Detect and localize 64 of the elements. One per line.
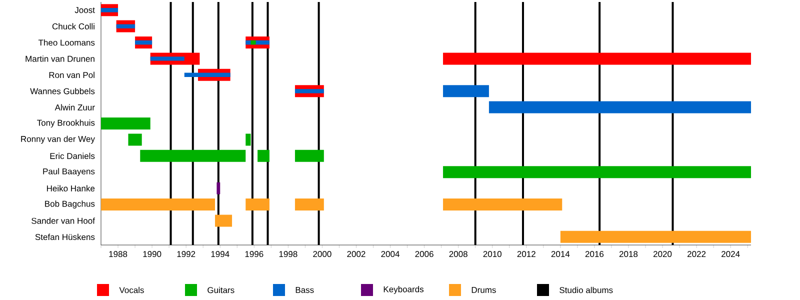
x-tick-label: 1988 [109, 251, 128, 258]
x-tick-label: 2004 [381, 251, 400, 258]
bar [184, 72, 230, 78]
x-tick-label: 1998 [279, 251, 298, 258]
bar [294, 88, 324, 94]
x-tick-label: 2000 [313, 251, 332, 258]
x-tick-label: 2010 [483, 251, 502, 258]
y-tick-label: Bob Bagchus [45, 200, 95, 208]
legend-label: Guitars [208, 286, 234, 294]
y-tick-label: Heiko Hanke [47, 185, 95, 192]
x-tick-label: 1992 [177, 251, 196, 258]
x-tick-label: 2022 [688, 251, 706, 258]
bar [443, 52, 752, 65]
legend-label: Studio albums [560, 286, 613, 294]
x-tick-label: 2012 [517, 251, 536, 258]
y-tick-label: Joost [74, 7, 95, 14]
y-tick-label: Sander van Hoof [32, 218, 95, 224]
x-tick-label: 1996 [245, 251, 264, 258]
y-tick-label: Alwin Zuur [54, 104, 95, 110]
bar [443, 166, 752, 178]
x-tick-label: 2002 [347, 251, 366, 258]
bar [443, 85, 489, 98]
bar [250, 40, 256, 45]
y-tick-label: Wannes Gubbels [30, 88, 95, 94]
x-tick-label: 2020 [653, 251, 672, 258]
y-tick-label: Eric Daniels [50, 152, 95, 160]
bar [140, 150, 246, 162]
bar [560, 230, 752, 243]
bar [215, 214, 232, 227]
y-tick-label: Ron van Pol [49, 72, 94, 78]
bar [150, 56, 184, 61]
x-tick-label: 2018 [619, 251, 638, 258]
bar [101, 118, 150, 130]
x-tick-label: 2014 [551, 251, 570, 258]
bar [101, 8, 118, 12]
y-tick-label: Theo Loomans [38, 39, 95, 46]
bar [488, 101, 752, 114]
y-tick-label: Ronny van der Wey [21, 136, 95, 144]
legend-label: Keyboards [384, 286, 424, 294]
legend-label: Vocals [119, 286, 144, 294]
bar [128, 134, 142, 146]
y-tick-label: Paul Baayens [43, 168, 95, 176]
bar [294, 150, 324, 162]
legend-label: Bass [296, 287, 314, 293]
x-tick-label: 2008 [449, 251, 468, 258]
bar [294, 198, 324, 210]
x-tick-label: 2024 [722, 251, 740, 258]
bar [216, 182, 220, 194]
x-tick-label: 2016 [585, 251, 604, 258]
legend-label: Drums [472, 287, 496, 293]
y-tick-label: Chuck Colli [52, 23, 94, 30]
x-tick-label: 1990 [143, 251, 162, 258]
bar [116, 24, 136, 28]
bar [135, 40, 152, 45]
bar [246, 134, 251, 146]
bar [101, 198, 216, 210]
bar [258, 150, 270, 162]
y-tick-label: Stefan Hüskens [35, 234, 95, 240]
bar [246, 198, 270, 210]
y-tick-label: Martin van Drunen [26, 56, 94, 62]
x-tick-label: 2006 [415, 251, 434, 258]
y-tick-label: Tony Brookhuis [37, 120, 95, 128]
x-tick-label: 1994 [211, 251, 230, 258]
bar [443, 198, 562, 210]
